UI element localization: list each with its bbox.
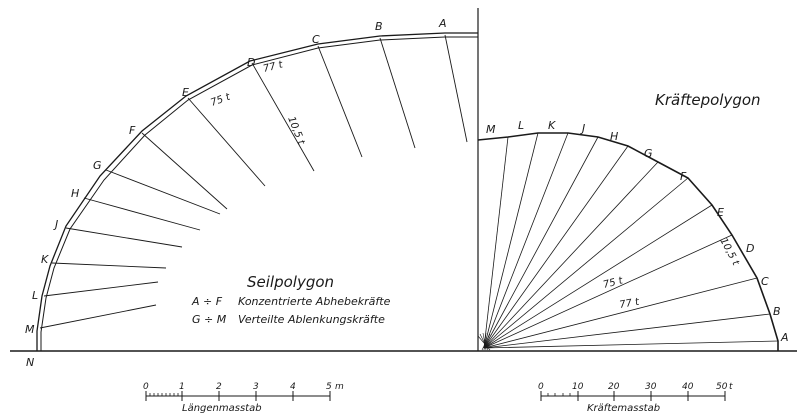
seil-label-D: D bbox=[247, 56, 255, 69]
force-scale-tick-label: 10 bbox=[572, 382, 584, 392]
kraefte-label-G: G bbox=[644, 147, 653, 160]
length-scale-unit: m bbox=[335, 382, 344, 392]
seil-label-E: E bbox=[182, 86, 189, 99]
seil-label-C: C bbox=[312, 33, 320, 46]
kraefte-force-label-77t: 77 t bbox=[619, 296, 641, 310]
force-scale-tick-label: 50 bbox=[716, 382, 728, 392]
ray-G bbox=[483, 161, 659, 349]
length-scale: 0 1 2 3 4 5 m Längenmasstab bbox=[143, 382, 344, 414]
ray-B bbox=[483, 313, 771, 349]
kraefte-label-C: C bbox=[761, 275, 769, 288]
kraeftepolygon-outline bbox=[477, 132, 779, 351]
seil-label-N: N bbox=[26, 356, 34, 369]
force-scale-tick-label: 30 bbox=[645, 382, 657, 392]
ray-J bbox=[483, 136, 599, 349]
length-scale-tick-label: 3 bbox=[253, 382, 259, 392]
kraefte-force-label-75t: 75 t bbox=[602, 275, 625, 291]
kraefte-label-K: K bbox=[548, 119, 556, 132]
seil-label-B: B bbox=[375, 20, 383, 33]
length-scale-tick-label: 0 bbox=[143, 382, 149, 392]
kraefte-label-B: B bbox=[773, 305, 781, 318]
seil-force-label-10-5t: 10,5 t bbox=[285, 115, 307, 147]
seil-label-A: A bbox=[438, 17, 447, 30]
legend-key-1: A ÷ F bbox=[191, 295, 223, 308]
kraefte-label-D: D bbox=[746, 242, 754, 255]
kraefte-label-A: A bbox=[780, 331, 789, 344]
seil-force-label-77t: 77 t bbox=[262, 59, 285, 75]
force-scale-tick-label: 20 bbox=[608, 382, 620, 392]
origin-fan-line bbox=[483, 332, 487, 351]
load-line-G bbox=[105, 169, 221, 215]
length-scale-tick-label: 4 bbox=[290, 382, 296, 392]
force-scale-unit: t bbox=[729, 382, 733, 392]
legend-text-2: Verteilte Ablenkungskräfte bbox=[238, 313, 385, 326]
kraeftepolygon-title: Kräftepolygon bbox=[655, 91, 761, 109]
kraefte-label-J: J bbox=[580, 122, 585, 135]
seilpolygon-title: Seilpolygon bbox=[247, 273, 334, 291]
seil-force-label-75t: 75 t bbox=[209, 91, 232, 108]
load-line-B bbox=[379, 37, 416, 149]
ray-F bbox=[483, 177, 689, 349]
seilpolygon-outer-arc bbox=[36, 32, 478, 351]
seil-label-L: L bbox=[32, 289, 38, 302]
load-line-K bbox=[51, 262, 167, 269]
force-scale-label: Kräftemasstab bbox=[587, 403, 660, 414]
ray-A bbox=[483, 340, 779, 349]
seilpolygon-inner-arc bbox=[40, 36, 478, 351]
length-scale-tick-label: 1 bbox=[179, 382, 185, 392]
load-line-H bbox=[83, 197, 201, 231]
load-line-F bbox=[141, 132, 228, 210]
load-line-J bbox=[65, 227, 183, 248]
load-line-M bbox=[39, 304, 157, 329]
legend-text-1: Konzentrierte Abhebekräfte bbox=[238, 295, 391, 308]
origin-fan-line bbox=[481, 333, 491, 351]
seil-label-K: K bbox=[41, 253, 49, 266]
seil-label-M: M bbox=[25, 323, 35, 336]
kraefte-label-M: M bbox=[486, 123, 496, 136]
load-line-D bbox=[251, 62, 315, 172]
seil-label-G: G bbox=[93, 159, 102, 172]
ray-H bbox=[483, 145, 629, 349]
kraeftepolygon-origin-fan bbox=[477, 332, 491, 351]
kraefte-label-L: L bbox=[518, 119, 524, 132]
kraefte-label-E: E bbox=[717, 206, 724, 219]
length-scale-label: Längenmasstab bbox=[182, 403, 262, 414]
seilpolygon-point-labels: A B C D E F G H J K L M N bbox=[25, 17, 447, 369]
origin-fan-line bbox=[482, 332, 487, 351]
length-scale-tick-label: 2 bbox=[216, 382, 222, 392]
ray-C bbox=[483, 277, 758, 349]
origin-fan-line bbox=[477, 335, 491, 351]
origin-fan-line bbox=[479, 333, 489, 351]
seil-label-F: F bbox=[129, 124, 136, 137]
load-line-E bbox=[187, 97, 266, 187]
load-line-C bbox=[317, 45, 363, 158]
kraeftepolygon-rays bbox=[483, 132, 779, 349]
kraefte-label-H: H bbox=[610, 130, 618, 143]
ray-K bbox=[483, 132, 569, 349]
seil-label-J: J bbox=[53, 218, 58, 231]
kraefte-label-F: F bbox=[680, 170, 687, 183]
load-line-A bbox=[444, 34, 468, 143]
legend-key-2: G ÷ M bbox=[192, 313, 227, 326]
ray-E bbox=[483, 204, 713, 349]
seil-label-H: H bbox=[71, 187, 79, 200]
length-scale-tick-label: 5 bbox=[326, 382, 332, 392]
kraeftepolygon-point-labels: M L K J H G F E D C B A bbox=[486, 119, 789, 344]
load-line-L bbox=[43, 281, 159, 297]
ray-L bbox=[483, 132, 539, 349]
force-scale: 0 10 20 30 40 50 t Kräftemasstab bbox=[538, 382, 733, 414]
force-scale-tick-label: 0 bbox=[538, 382, 544, 392]
seilpolygon-load-lines bbox=[39, 34, 468, 329]
ray-D bbox=[483, 234, 733, 349]
force-scale-tick-label: 40 bbox=[682, 382, 694, 392]
ray-M bbox=[483, 136, 509, 349]
kraefte-force-label-10-5t: 10,5 t bbox=[717, 236, 741, 268]
